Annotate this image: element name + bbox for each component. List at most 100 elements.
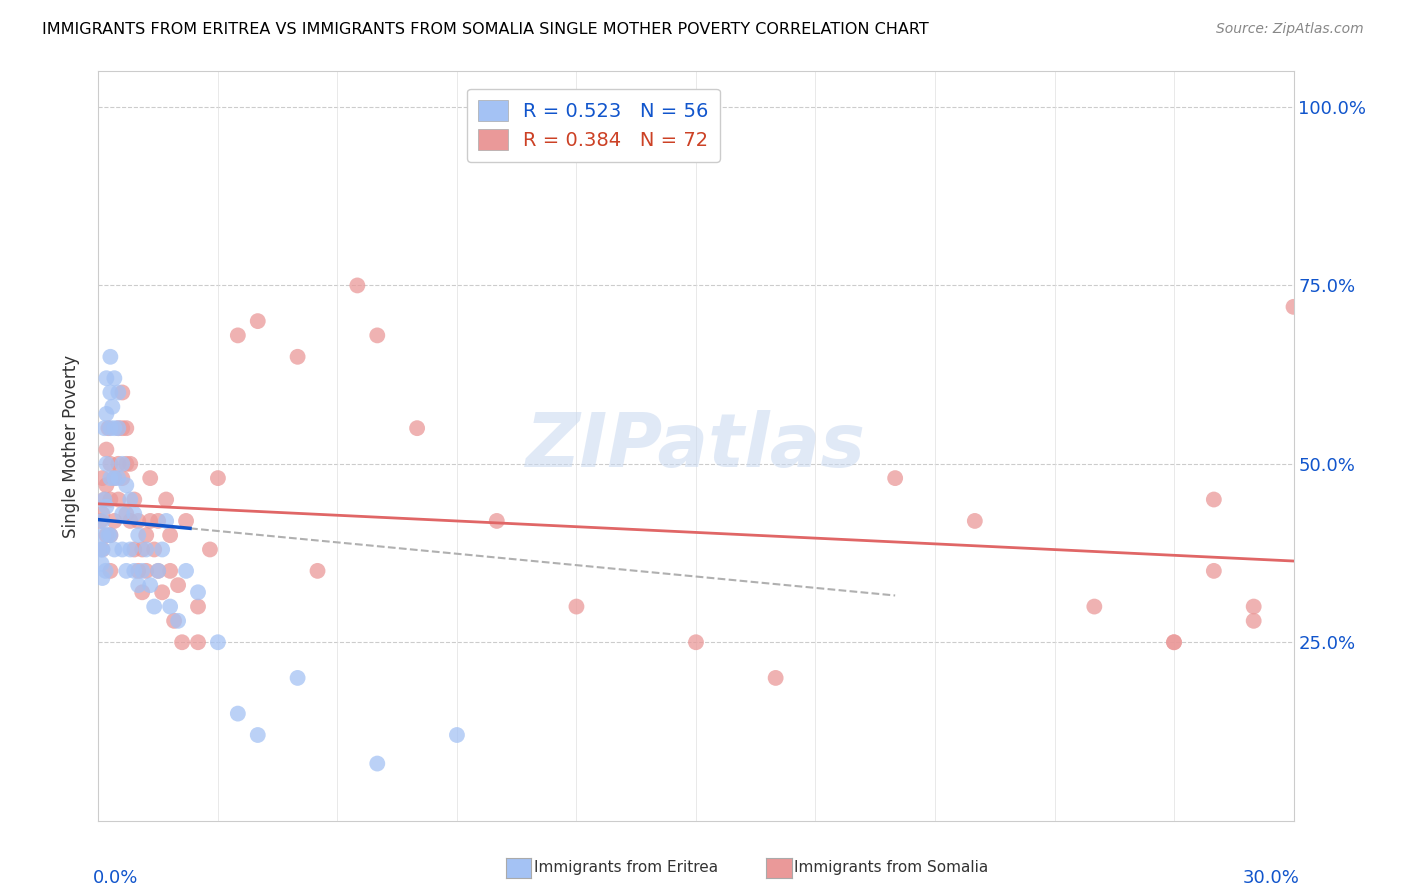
Point (115, 457, 138, 471)
Point (124, 492, 146, 507)
Point (127, 578, 149, 592)
Point (645, 121, 668, 136)
Point (1163, 635, 1185, 649)
Point (150, 585, 173, 599)
Point (1243, 614, 1265, 628)
Point (127, 564, 149, 578)
Point (107, 385, 129, 400)
Point (103, 471, 125, 485)
Point (91, 471, 114, 485)
Text: 30.0%: 30.0% (1243, 870, 1299, 888)
Point (172, 635, 194, 649)
Point (207, 635, 229, 649)
Point (107, 421, 129, 435)
Point (96, 407, 118, 421)
Point (167, 614, 190, 628)
Point (96, 442, 118, 457)
Point (207, 471, 229, 485)
Point (96, 478, 118, 492)
Point (307, 564, 329, 578)
Point (159, 528, 181, 542)
Point (287, 350, 309, 364)
Text: IMMIGRANTS FROM ERITREA VS IMMIGRANTS FROM SOMALIA SINGLE MOTHER POVERTY CORRELA: IMMIGRANTS FROM ERITREA VS IMMIGRANTS FR… (42, 22, 929, 37)
Point (107, 492, 129, 507)
Point (127, 528, 149, 542)
Point (91, 571, 114, 585)
Text: 0.0%: 0.0% (93, 870, 138, 888)
Point (1163, 635, 1185, 649)
Point (103, 471, 125, 485)
Point (131, 585, 153, 599)
Point (91, 542, 114, 557)
Point (226, 328, 249, 343)
Point (98, 471, 122, 485)
Point (107, 421, 129, 435)
Point (115, 507, 138, 521)
Point (1202, 492, 1225, 507)
Point (103, 421, 125, 435)
Point (155, 492, 177, 507)
Point (131, 564, 153, 578)
Point (148, 514, 170, 528)
Point (120, 492, 142, 507)
Point (89, 514, 111, 528)
Point (366, 328, 388, 343)
Point (111, 542, 134, 557)
Point (565, 599, 588, 614)
Point (94, 564, 117, 578)
Point (187, 635, 209, 649)
Point (1282, 300, 1305, 314)
Point (111, 457, 134, 471)
Point (120, 457, 142, 471)
Point (89, 542, 111, 557)
Point (406, 421, 429, 435)
Text: Immigrants from Somalia: Immigrants from Somalia (794, 861, 988, 875)
Point (98, 350, 122, 364)
Point (226, 706, 249, 721)
Point (124, 507, 146, 521)
Legend: R = 0.523   N = 56, R = 0.384   N = 72: R = 0.523 N = 56, R = 0.384 N = 72 (467, 88, 720, 162)
Point (1083, 599, 1105, 614)
Point (103, 514, 125, 528)
Point (366, 756, 388, 771)
Point (111, 421, 134, 435)
Point (1243, 599, 1265, 614)
Point (135, 542, 157, 557)
Point (765, 671, 787, 685)
Point (174, 514, 197, 528)
Point (91, 514, 114, 528)
Point (1202, 564, 1225, 578)
Point (97, 528, 120, 542)
Point (139, 514, 162, 528)
Point (159, 564, 181, 578)
Point (187, 585, 209, 599)
Point (111, 385, 134, 400)
Point (91, 542, 114, 557)
Point (107, 471, 129, 485)
Point (124, 564, 146, 578)
Point (96, 457, 118, 471)
Point (96, 528, 118, 542)
Point (287, 671, 309, 685)
Text: Source: ZipAtlas.com: Source: ZipAtlas.com (1216, 22, 1364, 37)
Point (103, 371, 125, 385)
Point (111, 471, 134, 485)
Point (91, 507, 114, 521)
Point (246, 728, 269, 742)
Point (115, 421, 138, 435)
Point (246, 314, 269, 328)
Point (98, 421, 122, 435)
Point (93, 492, 115, 507)
Point (124, 542, 146, 557)
Point (93, 421, 115, 435)
Point (159, 599, 181, 614)
Point (98, 492, 122, 507)
Point (115, 478, 138, 492)
Point (148, 564, 170, 578)
Point (485, 514, 508, 528)
Point (98, 385, 122, 400)
Text: ZIPatlas: ZIPatlas (526, 409, 866, 483)
Point (96, 371, 118, 385)
Point (187, 599, 209, 614)
Point (107, 457, 129, 471)
